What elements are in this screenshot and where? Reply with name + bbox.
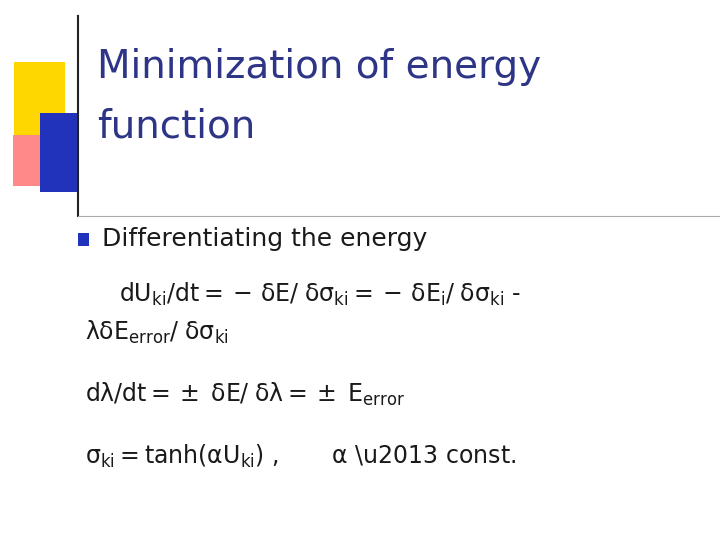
Text: function: function bbox=[97, 108, 256, 146]
FancyBboxPatch shape bbox=[14, 62, 65, 135]
FancyBboxPatch shape bbox=[13, 135, 67, 186]
Text: $\mathrm{dU_{ki}/dt = - \,\delta E/\; \delta\sigma_{ki} = - \,\delta E_i/\; \del: $\mathrm{dU_{ki}/dt = - \,\delta E/\; \d… bbox=[119, 281, 521, 308]
Text: $\mathrm{\lambda\delta E_{error}/\; \delta\sigma_{ki}}$: $\mathrm{\lambda\delta E_{error}/\; \del… bbox=[85, 319, 228, 346]
Text: Differentiating the energy: Differentiating the energy bbox=[102, 227, 428, 251]
Text: $\mathrm{d\lambda/dt = \pm\; \delta E/\; \delta\lambda = \pm\; E_{error}}$: $\mathrm{d\lambda/dt = \pm\; \delta E/\;… bbox=[85, 381, 405, 408]
Text: Minimization of energy: Minimization of energy bbox=[97, 49, 541, 86]
FancyBboxPatch shape bbox=[40, 113, 79, 192]
FancyBboxPatch shape bbox=[78, 233, 89, 246]
Text: $\mathrm{\sigma_{ki} = tanh(\alpha U_{ki})}$ ,       $\mathrm{\alpha}$ \u2013 co: $\mathrm{\sigma_{ki} = tanh(\alpha U_{ki… bbox=[85, 443, 516, 470]
